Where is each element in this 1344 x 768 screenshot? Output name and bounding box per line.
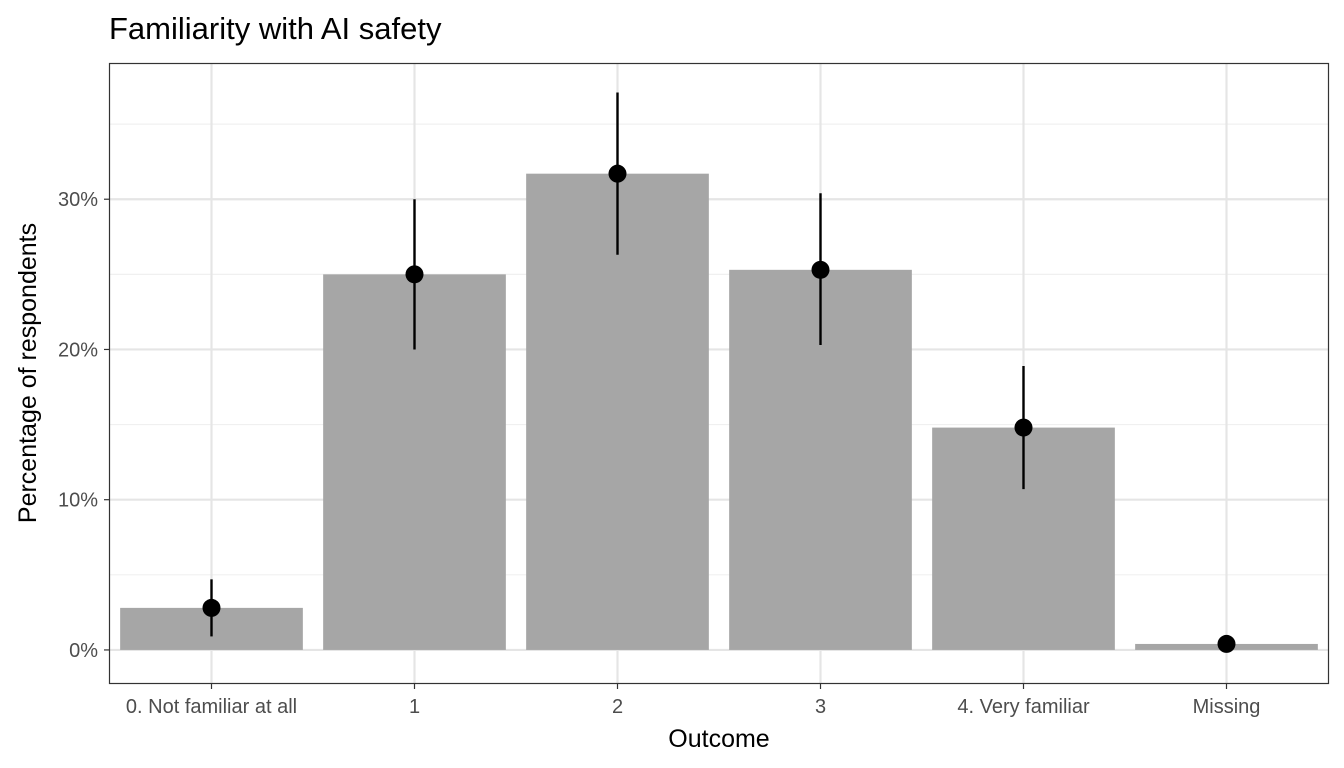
x-axis-title: Outcome [668,725,769,753]
chart-title: Familiarity with AI safety [109,11,442,46]
x-tick-label: Missing [1193,696,1261,718]
point [1217,634,1236,653]
y-tick-label: 0% [69,640,98,662]
x-tick-label: 1 [409,696,420,718]
y-axis-title: Percentage of respondents [14,223,42,523]
bars [120,173,1318,650]
y-tick-label: 10% [58,490,98,512]
point [202,598,221,617]
point [1014,418,1033,437]
x-axis-ticks: 0. Not familiar at all 1 2 3 4. Very familia… [126,683,1260,718]
points [202,164,1236,653]
x-tick-label: 3 [815,696,826,718]
x-tick-label: 2 [612,696,623,718]
point [608,164,627,183]
y-tick-label: 20% [58,339,98,361]
point [811,260,830,279]
x-tick-label: 4. Very familiar [957,696,1090,718]
grid [110,64,1328,683]
point [405,265,424,284]
panel-border [108,62,1330,685]
y-tick-label: 30% [58,189,98,211]
x-tick-label: 0. Not familiar at all [126,696,297,718]
y-axis-ticks: 0% 10% 20% 30% [58,189,110,662]
